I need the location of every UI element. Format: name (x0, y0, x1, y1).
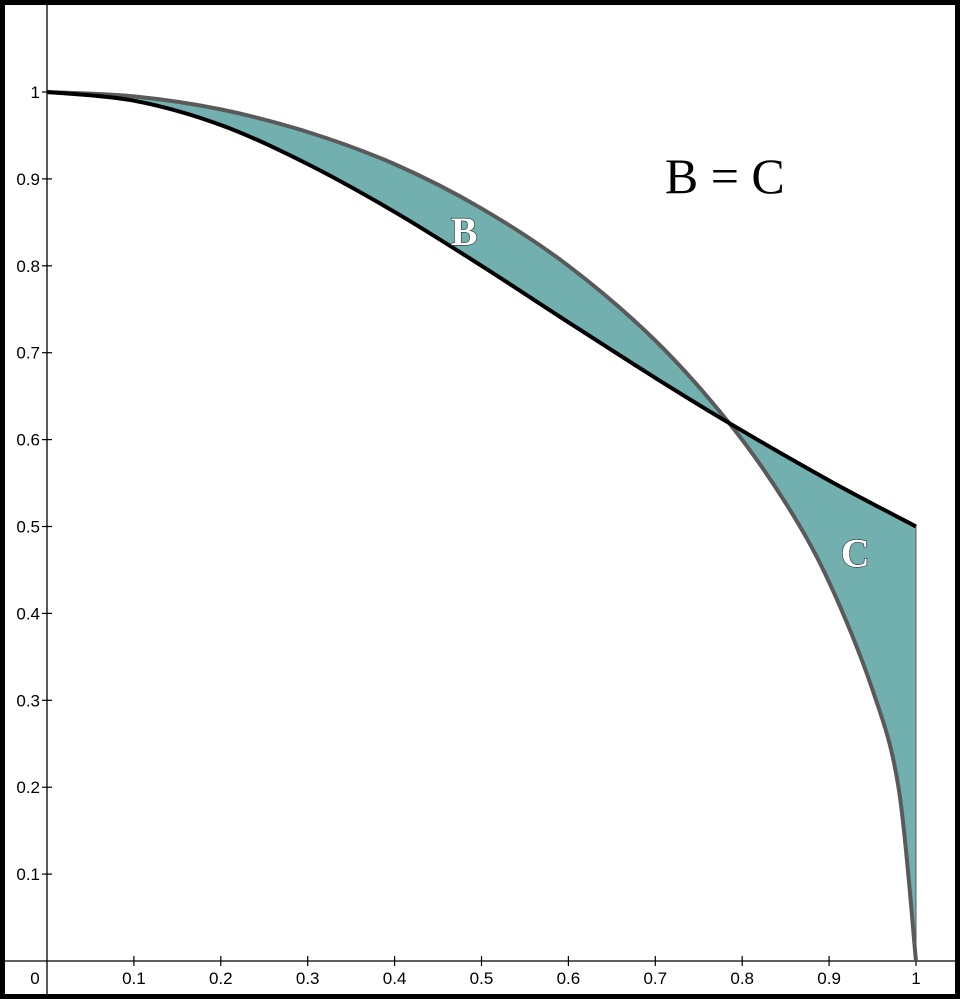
x-tick-label: 0.6 (557, 969, 581, 988)
x-tick-label: 0.7 (643, 969, 667, 988)
equation-annotation: B = C (665, 148, 785, 204)
region-label-c: C (841, 531, 870, 576)
y-tick-label: 0.3 (16, 691, 40, 710)
x-tick-label: 0.4 (383, 969, 407, 988)
x-tick-label: 0.2 (209, 969, 233, 988)
y-tick-label: 0.2 (16, 778, 40, 797)
x-tick-label: 0.1 (122, 969, 146, 988)
region-labels: BC (450, 208, 870, 576)
y-tick-label: 0.4 (16, 604, 40, 623)
x-tick-label: 0.5 (470, 969, 494, 988)
y-tick-label: 0.9 (16, 170, 40, 189)
origin-label: 0 (30, 969, 39, 988)
y-tick-label: 0.6 (16, 431, 40, 450)
x-axis-ticks: 0.1 0.2 0.3 0.4 0.5 0.6 0.7 0.8 0.9 1 (122, 956, 921, 988)
x-tick-label: 0.8 (730, 969, 754, 988)
y-tick-label: 0.1 (16, 865, 40, 884)
y-tick-label: 1 (31, 83, 40, 102)
y-tick-label: 0.5 (16, 518, 40, 537)
x-tick-label: 0.9 (817, 969, 841, 988)
x-tick-label: 0.3 (296, 969, 320, 988)
y-tick-label: 0.8 (16, 257, 40, 276)
region-label-b: B (451, 209, 478, 254)
y-tick-label: 0.7 (16, 344, 40, 363)
series-line-lower-curve (46, 90, 917, 529)
x-tick-label: 1 (911, 969, 920, 988)
y-axis-ticks: 0.1 0.2 0.3 0.4 0.5 0.6 0.7 0.8 0.9 1 (16, 83, 52, 884)
series-line-circle-arc (46, 90, 918, 962)
